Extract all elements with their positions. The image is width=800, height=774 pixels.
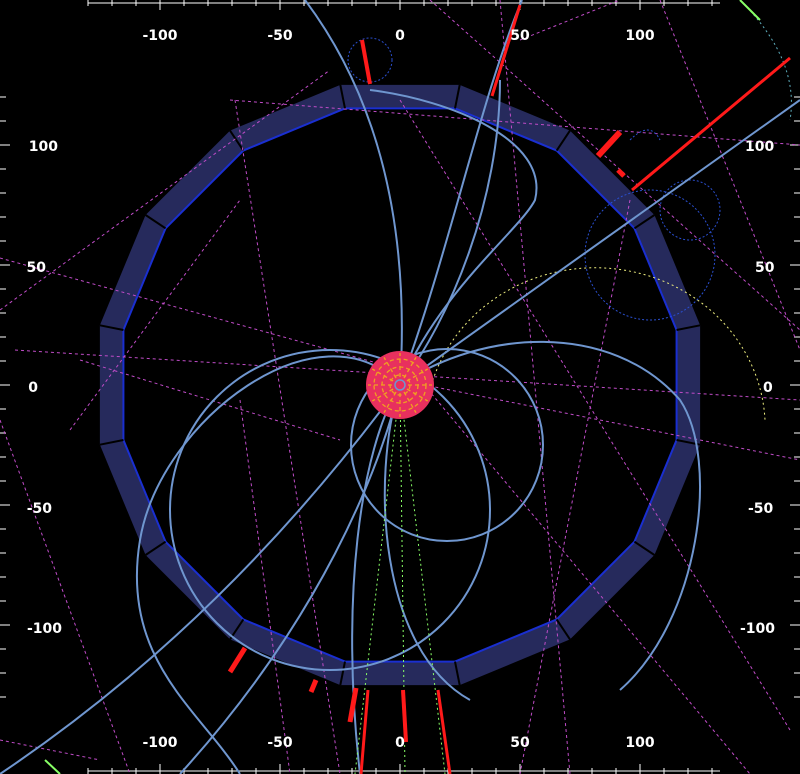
top-tick-label: -50 [267, 28, 293, 44]
charged-track [179, 384, 401, 774]
dashed-track [519, 199, 631, 774]
ring-joint [99, 324, 124, 331]
ring-joint [145, 540, 167, 556]
top-tick-label: -100 [142, 28, 177, 44]
core-spoke [383, 356, 397, 379]
calo-hit [227, 646, 248, 674]
charged-track [304, 0, 403, 386]
curler-track [347, 37, 393, 83]
charged-track [383, 384, 471, 701]
ring-joint [454, 661, 461, 686]
calo-hit [616, 168, 626, 178]
vertex-core [366, 351, 434, 419]
dashed-track [0, 419, 131, 774]
core-spoke [403, 391, 417, 414]
left-tick-label: -100 [27, 621, 62, 637]
core-spoke [406, 368, 429, 382]
core-spoke [403, 356, 417, 379]
charged-track [399, 340, 701, 691]
detector-ring-joints [99, 84, 701, 686]
right-tick-label: -100 [740, 621, 775, 637]
ring-joint [633, 214, 655, 230]
ring-joint [454, 84, 461, 109]
charged-track [399, 99, 800, 386]
top-tick-label: 50 [510, 28, 530, 44]
vertex-core-pattern [368, 353, 432, 417]
vertex-point [394, 379, 406, 391]
calo-hits [227, 4, 791, 774]
charged-track [399, 79, 501, 386]
right-tick-label: -50 [748, 501, 774, 517]
bottom-tick-label: -50 [267, 735, 293, 751]
bottom-tick-label: 0 [395, 735, 405, 751]
bottom-tick-label: -100 [142, 735, 177, 751]
charged-track [0, 384, 401, 774]
ring-joint [633, 540, 655, 556]
calo-hit [401, 689, 408, 743]
right-tick-label: 50 [755, 260, 775, 276]
charged-track [169, 349, 491, 671]
dashed-track [14, 349, 800, 401]
top-tick-label: 0 [395, 28, 405, 44]
right-tick-label: 0 [763, 380, 773, 396]
axis-labels: -100 -50 0 50 100 -100 -50 0 50 100 100 … [27, 28, 776, 751]
calo-hit [360, 39, 372, 85]
dashed-track [0, 257, 421, 376]
neutral-tracks [354, 384, 446, 774]
charged-track [350, 348, 544, 542]
yellow-track [429, 267, 766, 421]
dashed-track [239, 399, 291, 774]
neutral-track [354, 384, 401, 774]
calo-hit [347, 687, 359, 723]
bottom-tick-label: 50 [510, 735, 530, 751]
top-tick-label: 100 [625, 28, 654, 44]
charged-track [369, 89, 538, 386]
left-tick-label: -50 [27, 501, 53, 517]
dashed-track [429, 0, 800, 331]
right-tick-label: 100 [745, 139, 774, 155]
curler-track [584, 189, 716, 321]
neutral-track [399, 384, 446, 774]
calo-hit [490, 4, 522, 97]
curler-track [629, 129, 661, 141]
curler-track [659, 179, 721, 241]
curler-tracks [347, 37, 721, 321]
ring-joint [229, 130, 245, 152]
left-tick-label: 100 [29, 139, 58, 155]
ring-joint [339, 661, 346, 686]
vertex-core-disc [366, 351, 434, 419]
ring-joint [555, 130, 571, 152]
left-tick-label: 0 [28, 380, 38, 396]
charged-track [399, 0, 523, 386]
dashed-track [419, 379, 751, 774]
core-spoke [383, 391, 397, 414]
calo-hit [359, 689, 370, 774]
calo-hit [308, 679, 319, 693]
charged-track [135, 355, 401, 774]
core-spoke [371, 388, 394, 402]
dashed-track [659, 0, 800, 351]
ring-joint [99, 439, 124, 446]
ring-joint [145, 214, 167, 230]
calo-hit [595, 129, 623, 159]
dashed-track [229, 99, 800, 146]
calo-hit [631, 56, 791, 192]
dashed-track [0, 69, 331, 311]
corner-mark [44, 759, 61, 774]
ring-joint [555, 618, 571, 640]
core-spoke [371, 368, 394, 382]
left-tick-label: 50 [27, 260, 47, 276]
corner-mark [739, 0, 761, 21]
bottom-tick-label: 100 [625, 735, 654, 751]
ring-joint [339, 84, 346, 109]
calo-hit [436, 689, 452, 774]
core-spoke [406, 388, 429, 402]
dashed-track [0, 739, 101, 761]
ring-joint [676, 324, 701, 331]
dashed-track [399, 379, 800, 461]
